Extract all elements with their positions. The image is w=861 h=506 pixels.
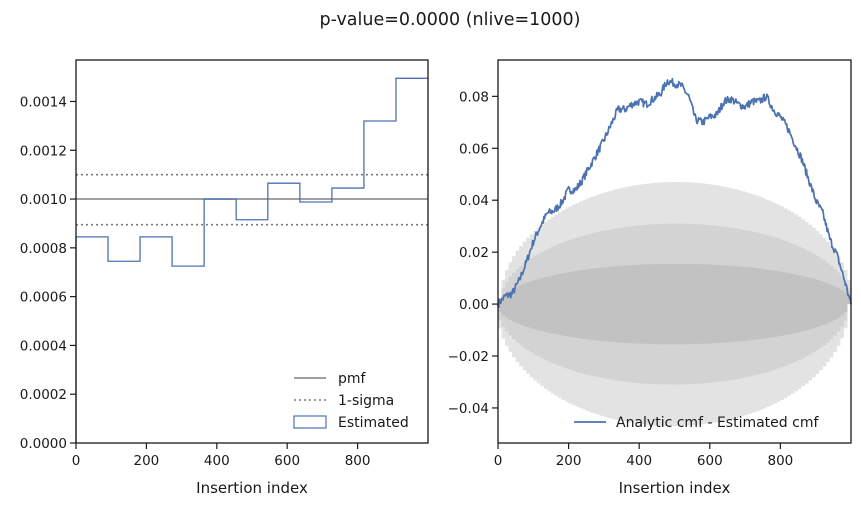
left-estimated-series <box>75 77 428 443</box>
left-panel-pmf: 0 200 400 600 800 0.00000.00020.00040.00060.… <box>20 59 429 497</box>
band-1-sigma <box>498 263 851 345</box>
legend-estimated-swatch <box>293 415 327 429</box>
right-panel-cmf: 0 200 400 600 800 −0.04 −0.02 0.00 0.02 0.04 0.06… <box>448 59 852 497</box>
left-xtick-label: 400 <box>204 453 230 469</box>
left-ytick-label: 0.0012 <box>20 143 67 159</box>
right-xtick-label: 400 <box>626 453 652 469</box>
cmf-difference-line <box>497 77 852 309</box>
left-y-axis-ticks: 0.0000 0.0002 0.0004 0.0006 0.0008 0.0010 0.00… <box>20 94 76 452</box>
left-legend: pmf 1-sigma Estimated <box>293 371 409 431</box>
left-ytick-label: 0.0002 <box>20 387 67 403</box>
right-xtick-label: 800 <box>768 453 794 469</box>
right-cmf-difference-series <box>497 77 852 309</box>
left-ytick-label: 0.0010 <box>20 192 67 208</box>
right-ytick-label: 0.00 <box>459 297 489 313</box>
left-ytick-label: 0.0006 <box>20 290 67 306</box>
left-ytick-label: 0.0014 <box>20 94 67 110</box>
left-ytick-label: 0.0004 <box>20 338 67 354</box>
right-ytick-label: −0.02 <box>448 349 489 365</box>
right-xtick-label: 200 <box>556 453 582 469</box>
left-x-axis-ticks: 0 200 400 600 800 <box>72 443 371 469</box>
right-xtick-label: 0 <box>494 453 503 469</box>
left-xtick-label: 800 <box>345 453 371 469</box>
right-ytick-label: 0.08 <box>459 89 489 105</box>
right-xtick-label: 600 <box>697 453 723 469</box>
left-ytick-label: 0.0008 <box>20 241 67 257</box>
left-xtick-label: 600 <box>274 453 300 469</box>
right-ytick-label: −0.04 <box>448 401 489 417</box>
right-x-axis-ticks: 0 200 400 600 800 <box>494 443 794 469</box>
right-legend: Analytic cmf - Estimated cmf <box>574 415 819 431</box>
left-reference-lines <box>76 173 428 226</box>
right-plot-frame <box>497 59 852 444</box>
left-x-axis-label: Insertion index <box>196 479 308 497</box>
figure-title: p-value=0.0000 (nlive=1000) <box>319 10 580 30</box>
left-xtick-label: 0 <box>72 453 81 469</box>
left-ytick-label: 0.0000 <box>20 436 67 452</box>
legend-1-sigma-label: 1-sigma <box>338 393 394 409</box>
right-y-axis-ticks: −0.04 −0.02 0.00 0.02 0.04 0.06 0.08 <box>448 89 498 417</box>
right-ytick-label: 0.06 <box>459 141 489 157</box>
right-sigma-bands <box>498 182 851 427</box>
legend-pmf-label: pmf <box>338 371 367 387</box>
left-plot-frame <box>75 59 429 444</box>
left-xtick-label: 200 <box>134 453 160 469</box>
legend-cmf-difference-label: Analytic cmf - Estimated cmf <box>616 415 819 431</box>
estimated-step-line <box>75 77 428 443</box>
right-ytick-label: 0.02 <box>459 245 489 261</box>
right-x-axis-label: Insertion index <box>619 479 731 497</box>
legend-estimated-label: Estimated <box>338 415 409 431</box>
right-ytick-label: 0.04 <box>459 193 489 209</box>
